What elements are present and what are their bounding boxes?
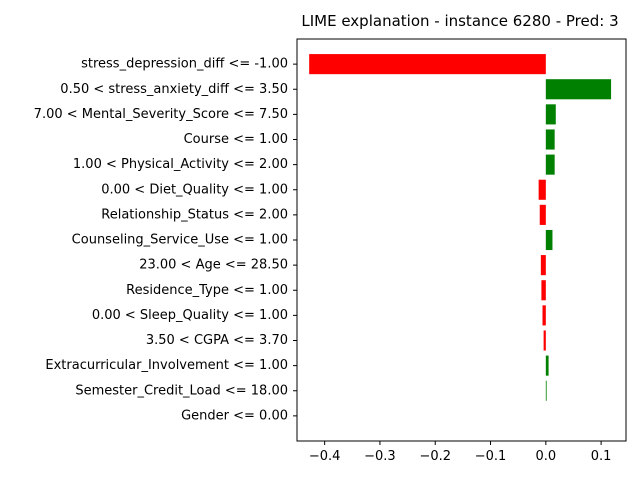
y-tick-label: 0.00 < Sleep_Quality <= 1.00 xyxy=(92,308,288,323)
y-tick-label: 0.50 < stress_anxiety_diff <= 3.50 xyxy=(60,82,288,97)
y-tick-label: 3.50 < CGPA <= 3.70 xyxy=(146,333,288,348)
bar-1 xyxy=(545,79,612,100)
bar-10 xyxy=(542,305,546,326)
x-tick-label: −0.3 xyxy=(364,449,396,464)
y-tick-label: Gender <= 0.00 xyxy=(181,408,288,423)
x-tick-label: −0.4 xyxy=(309,449,341,464)
x-tick-label: −0.2 xyxy=(419,449,451,464)
bar-4 xyxy=(545,154,555,175)
x-tick-label: −0.1 xyxy=(475,449,507,464)
y-tick-label: 0.00 < Diet_Quality <= 1.00 xyxy=(101,182,288,197)
bar-2 xyxy=(545,104,556,125)
bar-11 xyxy=(543,330,546,351)
bar-3 xyxy=(545,129,555,150)
y-tick-labels: stress_depression_diff <= -1.00 0.50 < st… xyxy=(34,57,297,423)
y-tick-label: stress_depression_diff <= -1.00 xyxy=(81,57,288,72)
chart-title: LIME explanation - instance 6280 - Pred:… xyxy=(301,12,618,30)
x-ticks: −0.4 −0.3 −0.2 −0.1 0.0 0.1 xyxy=(309,441,612,464)
y-tick-label: Extracurricular_Involvement <= 1.00 xyxy=(45,358,288,373)
bar-5 xyxy=(538,179,546,200)
x-tick-label: 0.1 xyxy=(591,449,612,464)
bar-0 xyxy=(309,54,546,75)
bar-6 xyxy=(539,204,546,225)
y-tick-label: 7.00 < Mental_Severity_Score <= 7.50 xyxy=(34,107,288,122)
y-tick-label: Relationship_Status <= 2.00 xyxy=(101,207,288,222)
y-tick-label: Course <= 1.00 xyxy=(184,132,288,147)
bars-group xyxy=(309,54,612,401)
x-tick-label: 0.0 xyxy=(535,449,556,464)
y-tick-label: Semester_Credit_Load <= 18.00 xyxy=(75,383,288,398)
plot-frame xyxy=(296,38,627,442)
y-tick-label: Counseling_Service_Use <= 1.00 xyxy=(72,233,288,248)
bar-7 xyxy=(545,229,553,251)
bar-12 xyxy=(545,355,549,376)
bar-9 xyxy=(541,280,546,301)
bar-13 xyxy=(545,380,547,401)
y-tick-label: 23.00 < Age <= 28.50 xyxy=(139,258,288,273)
y-tick-label: Residence_Type <= 1.00 xyxy=(126,283,288,298)
y-tick-label: 1.00 < Physical_Activity <= 2.00 xyxy=(73,157,288,172)
bar-8 xyxy=(540,255,546,276)
